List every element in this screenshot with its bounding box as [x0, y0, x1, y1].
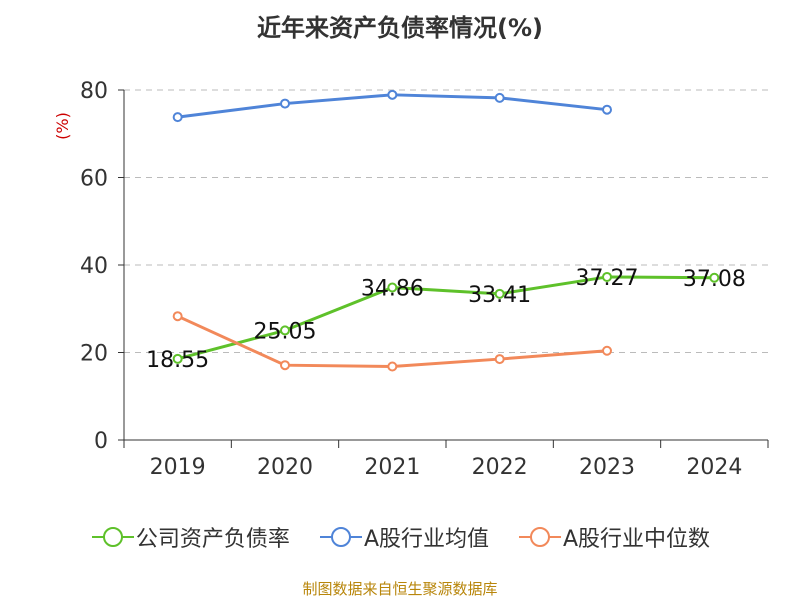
legend-marker-icon	[519, 527, 561, 547]
data-label: 37.08	[683, 267, 746, 292]
data-point	[387, 282, 398, 293]
legend-item-industry-median[interactable]: A股行业中位数	[517, 521, 710, 553]
data-source-note: 制图数据来自恒生聚源数据库	[302, 580, 498, 598]
legend-label: A股行业中位数	[563, 527, 711, 552]
data-point	[280, 360, 290, 371]
data-point	[494, 288, 505, 299]
data-point	[172, 353, 183, 364]
legend: 公司资产负债率 A股行业均值 A股行业中位数	[0, 520, 800, 554]
data-point	[602, 345, 612, 356]
y-tick-label: 0	[94, 429, 108, 454]
data-point	[602, 271, 612, 282]
legend-marker-icon	[319, 527, 362, 547]
x-tick-label: 2021	[364, 455, 420, 480]
x-tick-label: 2022	[472, 455, 528, 480]
data-labels: 18.55 25.05 34.86 33.41 37.27 37.08	[146, 266, 746, 373]
legend-marker-icon	[91, 527, 134, 547]
chart-title: 近年来资产负债率情况(%)	[257, 14, 543, 42]
data-point	[387, 361, 398, 372]
y-axis-label: (%)	[53, 112, 72, 140]
y-tick-label: 40	[80, 254, 108, 279]
legend-item-company[interactable]: 公司资产负债率	[90, 521, 290, 553]
data-point	[602, 104, 612, 115]
data-label: 37.27	[576, 266, 639, 291]
y-tick-label: 60	[80, 167, 108, 192]
data-point	[494, 354, 505, 365]
data-label: 18.55	[146, 348, 209, 373]
data-point	[494, 92, 505, 103]
data-label: 25.05	[254, 319, 317, 344]
data-label: 33.41	[468, 283, 531, 308]
data-point	[280, 98, 290, 109]
data-label: 34.86	[361, 276, 424, 301]
data-point	[172, 311, 183, 322]
x-tick-label: 2023	[579, 455, 635, 480]
axes: 0 20 40 60 80 (%) 2019 2020 2021 2022 2023 2024	[53, 79, 769, 480]
data-point	[387, 89, 398, 100]
x-tick-label: 2024	[686, 455, 742, 480]
y-tick-label: 20	[80, 342, 108, 367]
data-point	[280, 325, 290, 336]
x-tick-label: 2019	[150, 455, 206, 480]
grid-lines	[124, 89, 768, 353]
series-points	[172, 89, 720, 372]
data-point	[709, 272, 720, 283]
series-line	[177, 275, 715, 361]
legend-label: A股行业均值	[363, 527, 489, 552]
legend-label: 公司资产负债率	[135, 527, 290, 552]
x-tick-label: 2020	[257, 455, 313, 480]
y-tick-label: 80	[80, 79, 108, 104]
data-point	[172, 112, 183, 123]
legend-item-industry-mean[interactable]: A股行业均值	[318, 521, 489, 553]
